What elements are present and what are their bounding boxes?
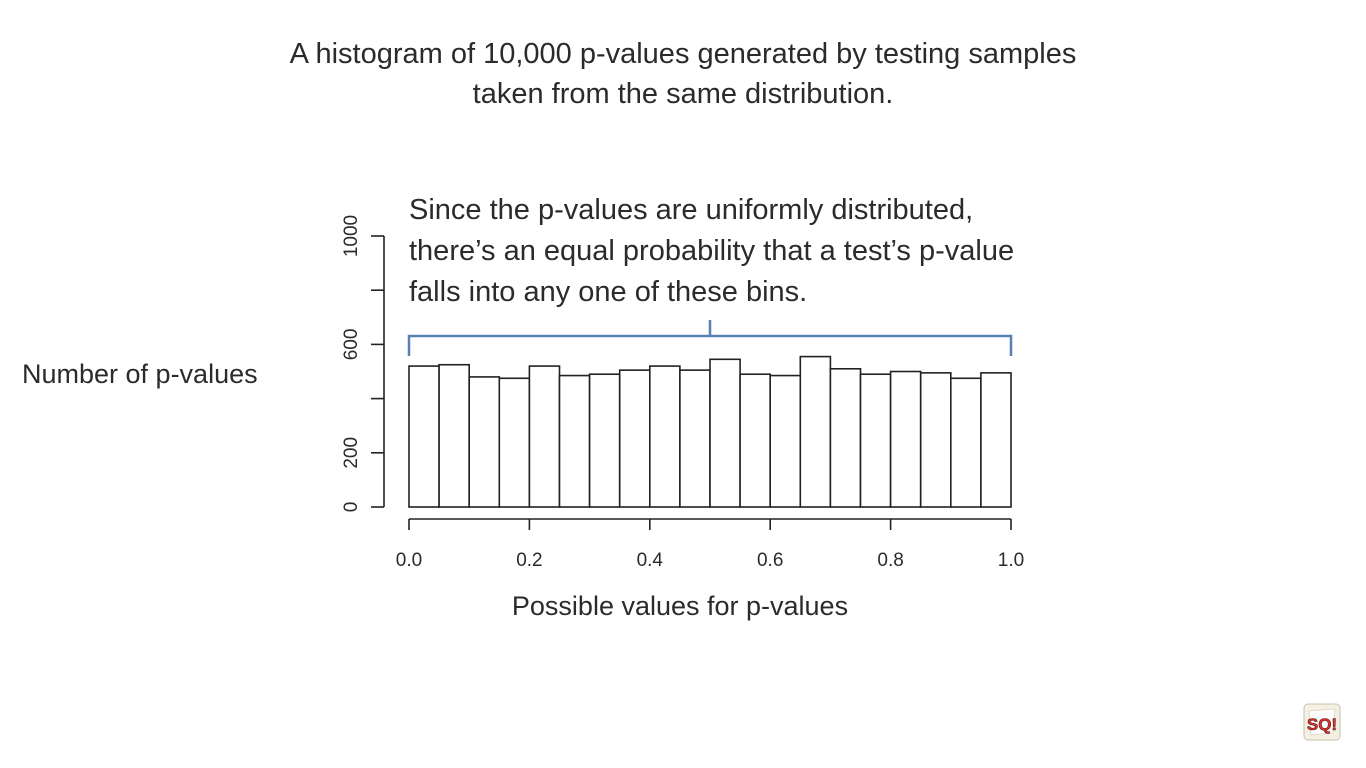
y-tick-label: 0 [341,502,362,513]
x-axis-label-container: Possible values for p-values [0,587,1366,625]
annotation-line-1: Since the p-values are uniformly distrib… [409,194,974,226]
y-tick-label: 1000 [341,215,362,257]
histogram-bar [859,373,892,508]
histogram-bar [588,373,621,508]
histogram-bar [468,376,501,508]
x-tick-label: 0.4 [637,550,664,571]
annotation-line-3: falls into any one of these bins. [409,276,808,308]
histogram-bar [889,370,922,508]
x-tick-label: 0.0 [396,550,422,571]
logo-text: SQ! [1307,715,1337,734]
histogram-bar [769,374,802,508]
histogram-bar [679,369,711,508]
title-line-2: taken from the same distribution. [472,78,894,110]
histogram-bar [980,372,1012,508]
histogram-bar [618,369,651,508]
histogram-bar [739,373,771,508]
histogram-bar [949,377,982,508]
histogram-bar [648,365,681,508]
x-tick-label: 0.2 [516,550,542,571]
title-line-1: A histogram of 10,000 p-values generated… [289,38,1077,70]
histogram-bar [408,365,440,508]
histogram-bar [829,367,862,508]
y-axis: 0 200 600 1000 [341,215,385,513]
histogram-bar [438,363,471,508]
x-tick-label: 1.0 [998,550,1024,571]
x-axis-label: Possible values for p-values [511,591,849,621]
slide-title: A histogram of 10,000 p-values generated… [0,34,1366,114]
x-tick-label: 0.8 [877,550,903,571]
histogram-bar [528,365,561,508]
annotation-line-2: there’s an equal probability that a test… [409,235,1015,267]
x-axis: 0.0 0.2 0.4 0.6 0.8 1.0 [396,518,1024,571]
y-axis-label: Number of p-values [22,359,258,389]
histogram-bar [919,372,952,508]
y-tick-label: 600 [341,329,362,361]
statquest-logo-icon: SQ! [1303,703,1341,741]
histogram-bar [709,358,741,508]
x-tick-label: 0.6 [757,550,783,571]
histogram-bar [558,374,591,508]
bins-bracket [407,320,1013,356]
y-tick-label: 200 [341,437,362,469]
histogram-bar [799,355,832,508]
annotation-text: Since the p-values are uniformly distrib… [409,190,1014,313]
histogram-bar [498,377,531,508]
histogram-bars [408,355,1012,508]
